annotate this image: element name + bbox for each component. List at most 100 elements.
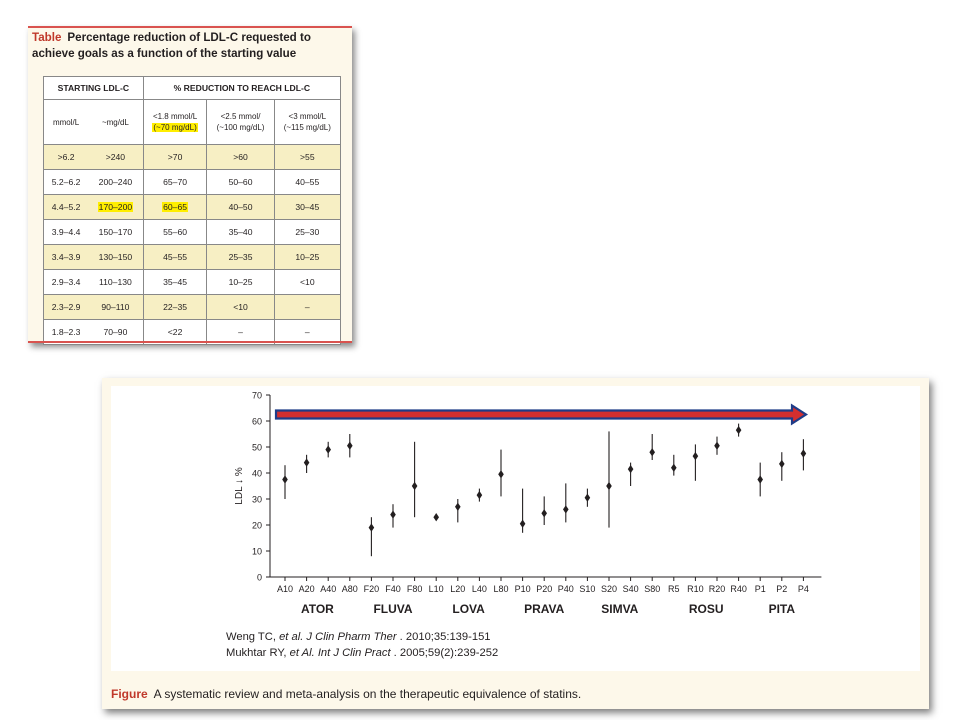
y-tick-label: 40 [252,469,262,479]
table-label: Table [32,31,62,44]
y-tick-label: 0 [257,573,262,583]
ref-2-authors: Mukhtar RY, [226,647,290,659]
cell-goal-2: 50–60 [206,169,275,195]
cell-mmol: 3.4–3.9 [43,244,89,270]
x-tick-label: P1 [755,584,766,594]
goal-1-line1: <1.8 mmol/L [152,112,198,121]
data-point [735,425,742,435]
statin-figure-card: LDL ↓ % 0 10 20 30 40 50 60 70 A10 A20 A40 A80 F20 F4… [102,378,929,709]
cell-goal-3: 10–25 [273,244,342,270]
cell-goal-1: 22–35 [142,294,208,320]
figure-caption: Figure A systematic review and meta-analy… [111,687,581,701]
table-caption-text: Percentage reduction of LDL-C requested … [32,31,311,60]
table-row: 4.4–5.2 170–200 60–65 40–50 30–45 [43,194,342,220]
cell-goal-1-highlighted: 60–65 [142,194,208,220]
goal-3-line2: (~115 mg/dL) [283,123,331,132]
y-tick-label: 50 [252,443,262,453]
cell-goal-1: >70 [142,144,208,170]
cell-goal-1: 45–55 [142,244,208,270]
group-label: PRAVA [524,602,565,616]
ldl-reduction-table: STARTING LDL-C % REDUCTION TO REACH LDL-… [43,76,342,345]
ref-1-details: . 2010;35:139-151 [396,631,491,643]
cell-mg: 200–240 [88,169,144,195]
data-point [325,445,331,454]
x-tick-label: R20 [709,584,726,594]
x-tick-label: P40 [558,584,574,594]
highlight-goal-1: 60–65 [162,202,189,212]
x-tick-label: F80 [407,584,423,594]
cell-goal-3: 30–45 [273,194,342,220]
table-caption: Table Percentage reduction of LDL-C reque… [32,30,350,62]
x-tick-label: R5 [668,584,680,594]
data-point [390,510,396,519]
cell-goal-2: 40–50 [206,194,275,220]
data-point [498,470,504,479]
table-bottom-rule [28,341,352,343]
table-row: 5.2–6.2 200–240 65–70 50–60 40–55 [43,169,342,195]
y-tick-label: 10 [252,547,262,557]
cell-mg-highlighted: 170–200 [88,194,144,220]
table-row: 1.8–2.3 70–90 <22 – – [43,319,342,345]
goal-1-line2: (~70 mg/dL) [152,123,198,132]
cell-mg: 70–90 [88,319,144,345]
goal-2-line2: (~100 mg/dL) [216,123,265,132]
ref-1-journal: et al. J Clin Pharm Ther [279,631,397,643]
ref-1-authors: Weng TC, [226,631,280,643]
y-tick-label: 20 [252,521,262,531]
group-label: PITA [769,602,796,616]
group-label: FLUVA [373,602,412,616]
data-point [649,448,655,457]
data-point [563,505,569,514]
plot-panel [111,386,920,671]
cell-goal-2: 10–25 [206,269,275,295]
cell-goal-3: – [273,319,342,345]
cell-goal-2: – [206,319,275,345]
cell-goal-2: 25–35 [206,244,275,270]
ref-2-journal: et Al. Int J Clin Pract [289,647,391,659]
y-tick-label: 30 [252,495,262,505]
cell-mmol: 4.4–5.2 [43,194,89,220]
data-point [779,459,785,469]
cell-mg: 150–170 [88,219,144,245]
data-point [714,441,720,450]
group-label: LOVA [452,602,485,616]
group-label: SIMVA [601,602,638,616]
cell-goal-1: 65–70 [142,169,208,195]
cell-mmol: 1.8–2.3 [43,319,89,345]
x-tick-label: S40 [623,584,639,594]
cell-goal-3: >55 [273,144,342,170]
goal-3-line1: <3 mmol/L [288,112,327,121]
ldl-reduction-chart: LDL ↓ % 0 10 20 30 40 50 60 70 A10 A20 A40 A80 F20 F4… [234,391,822,616]
goal-3-header: <3 mmol/L (~115 mg/dL) [273,99,342,145]
table-row: 2.9–3.4 110–130 35–45 10–25 <10 [43,269,342,295]
cell-goal-3: 40–55 [273,169,342,195]
reference-1: Weng TC, et al. J Clin Pharm Ther . 2010… [226,629,498,645]
data-point [692,451,699,461]
cell-mg: 90–110 [88,294,144,320]
table-row: 3.4–3.9 130–150 45–55 25–35 10–25 [43,244,342,270]
table-top-rule [28,26,352,28]
header-starting-ldl: STARTING LDL-C [43,76,144,100]
data-point [584,493,591,502]
header-reduction: % REDUCTION TO REACH LDL-C [142,76,342,100]
cell-mg: >240 [88,144,144,170]
x-tick-label: L10 [429,584,444,594]
data-point [476,490,483,500]
x-tick-label: R10 [687,584,704,594]
cell-mmol: >6.2 [43,144,89,170]
x-tick-label: F20 [364,584,380,594]
figure-caption-text: A systematic review and meta-analysis on… [153,687,582,701]
data-point [627,464,634,474]
x-tick-label: S20 [601,584,617,594]
x-tick-label: S10 [579,584,595,594]
table-row: 3.9–4.4 150–170 55–60 35–40 25–30 [43,219,342,245]
ldl-table-card: Table Percentage reduction of LDL-C reque… [28,26,352,345]
x-tick-label: A40 [320,584,336,594]
goal-2-line1: <2.5 mmol/ [220,112,261,121]
goal-2-header: <2.5 mmol/ (~100 mg/dL) [206,99,275,145]
x-tick-label: P20 [536,584,552,594]
cell-goal-2: <10 [206,294,275,320]
x-tick-label: S80 [644,584,660,594]
x-tick-label: L20 [450,584,465,594]
y-tick-label: 70 [252,391,262,401]
